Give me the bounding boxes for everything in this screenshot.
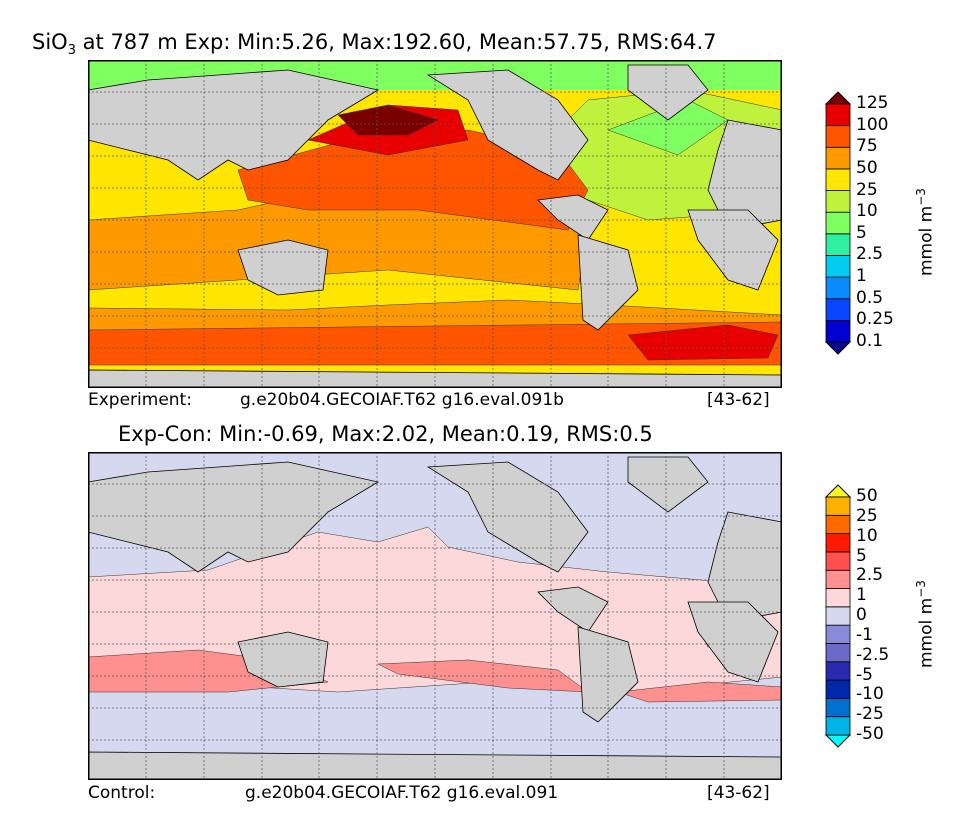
top-unit-sup: −3 — [914, 188, 928, 206]
bottom-grid — [88, 452, 782, 780]
colorbar-swatch — [825, 643, 851, 663]
colorbar-tick-label: 0.5 — [856, 287, 884, 308]
bottom-land — [88, 456, 782, 780]
colorbar-tick-label: 5 — [856, 545, 867, 566]
colorbar-extend-high — [824, 91, 852, 105]
bottom-unit-text: mmol m — [916, 597, 937, 668]
colorbar-tick-label: 2.5 — [856, 565, 884, 586]
colorbar-tick-label: 75 — [856, 136, 878, 157]
top-unit-text: mmol m — [916, 205, 937, 276]
colorbar-swatch — [825, 103, 851, 127]
bottom-map — [88, 452, 782, 780]
colorbar-tick-label: 2.5 — [856, 244, 884, 265]
colorbar-swatch — [825, 233, 851, 256]
top-title-sub: 3 — [67, 43, 76, 59]
colorbar-swatch — [825, 168, 851, 191]
colorbar-swatch — [825, 569, 851, 589]
colorbar-tick-label: -25 — [856, 704, 884, 725]
top-field-south-125 — [627, 324, 779, 361]
colorbar-swatch — [825, 606, 851, 626]
colorbar-swatch — [825, 624, 851, 644]
colorbar-tick-label: -5 — [856, 664, 873, 685]
colorbar-swatch — [825, 190, 851, 213]
top-caption-case: g.e20b04.GECOIAF.T62 g16.eval.091b — [240, 390, 564, 410]
colorbar-swatch — [825, 276, 851, 300]
top-title-rest: at 787 m Exp: Min:5.26, Max:192.60, Mean… — [75, 30, 717, 54]
bottom-caption-years: [43-62] — [707, 783, 770, 803]
colorbar-tick-label: 0 — [856, 605, 867, 625]
colorbar-swatch — [825, 146, 851, 170]
colorbar-swatch — [825, 551, 851, 571]
colorbar-swatch — [825, 697, 851, 718]
colorbar-tick-label: 10 — [856, 525, 878, 546]
top-land — [88, 64, 782, 388]
bottom-field-band-atlantic — [617, 681, 782, 703]
colorbar-tick-label: 0.1 — [856, 331, 884, 351]
colorbar-tick-label: 25 — [856, 179, 878, 200]
bottom-colorbar — [824, 484, 852, 748]
colorbar-swatch — [825, 588, 851, 608]
bottom-caption-case: g.e20b04.GECOIAF.T62 g16.eval.091 — [245, 783, 559, 803]
top-title: SiO3 at 787 m Exp: Min:5.26, Max:192.60,… — [32, 30, 717, 58]
top-field-max — [337, 104, 439, 136]
colorbar-tick-label: 50 — [856, 486, 878, 506]
bottom-map-frame — [88, 452, 782, 780]
colorbar-tick-label: -10 — [856, 684, 884, 705]
top-colorbar-unit: mmol m−3 — [914, 188, 937, 276]
colorbar-tick-label: 10 — [856, 201, 878, 222]
bottom-caption-left: Control: — [88, 783, 156, 803]
colorbar-extend-low — [824, 734, 852, 748]
colorbar-tick-label: 0.25 — [856, 309, 894, 330]
colorbar-extend-low — [824, 341, 852, 355]
colorbar-tick-label: 1 — [856, 585, 867, 606]
colorbar-extend-high — [824, 484, 852, 498]
bottom-unit-sup: −3 — [914, 580, 928, 598]
top-caption-left: Experiment: — [88, 390, 192, 410]
colorbar-swatch — [825, 716, 851, 736]
colorbar-tick-label: -50 — [856, 724, 884, 744]
colorbar-tick-label: 100 — [856, 114, 889, 135]
colorbar-swatch — [825, 319, 851, 343]
colorbar-swatch — [825, 255, 851, 278]
bottom-colorbar-unit: mmol m−3 — [914, 580, 937, 668]
colorbar-tick-label: 25 — [856, 505, 878, 526]
top-caption-years: [43-62] — [707, 390, 770, 410]
colorbar-swatch — [825, 496, 851, 516]
top-grid — [88, 60, 782, 388]
colorbar-tick-label: -1 — [856, 624, 873, 645]
colorbar-swatch — [825, 298, 851, 321]
colorbar-tick-label: 50 — [856, 157, 878, 178]
colorbar-swatch — [825, 514, 851, 535]
top-map-frame — [88, 60, 782, 388]
colorbar-swatch — [825, 679, 851, 699]
top-colorbar — [824, 91, 852, 355]
colorbar-swatch — [825, 125, 851, 148]
colorbar-tick-label: 1 — [856, 266, 867, 287]
top-map — [88, 60, 782, 388]
colorbar-tick-label: 5 — [856, 222, 867, 243]
top-title-prefix: SiO — [32, 30, 68, 54]
colorbar-tick-label: 125 — [856, 93, 889, 113]
colorbar-swatch — [825, 533, 851, 553]
bottom-title: Exp-Con: Min:-0.69, Max:2.02, Mean:0.19,… — [118, 422, 653, 446]
colorbar-swatch — [825, 661, 851, 681]
colorbar-tick-label: -2.5 — [856, 644, 890, 665]
colorbar-swatch — [825, 211, 851, 235]
